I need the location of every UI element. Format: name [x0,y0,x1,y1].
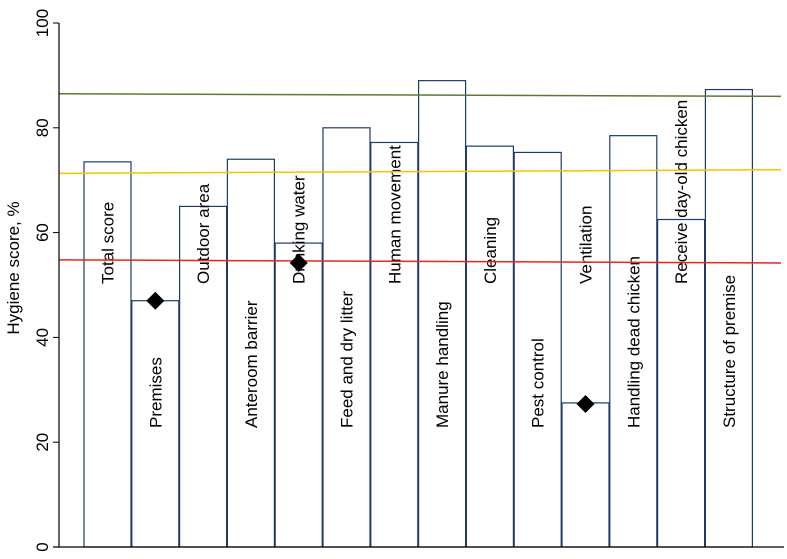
reference-line-green [58,92,782,98]
bar-label: Outdoor area [194,183,213,284]
diamond-marker [146,291,165,310]
bar-label: Human movement [385,145,404,284]
bar-label: Premises [146,357,165,428]
bar [704,88,754,548]
bar-label: Receive day-old chicken [672,100,691,284]
bar [370,141,419,548]
bar-label: Ventilation [577,206,596,284]
bar-label: Structure of premise [720,275,739,428]
y-tick-label: 40 [33,328,52,347]
bar [131,300,180,548]
y-tick-label: 60 [33,223,52,242]
bar [226,158,275,548]
bar-label: Pest control [529,338,548,428]
bar [418,80,467,548]
bar [322,127,371,548]
bar-label: Drinking water [290,175,309,284]
bar-label: Feed and dry litter [338,291,357,428]
y-tick-label: 0 [33,542,52,551]
diamond-marker [289,253,308,272]
bar [274,242,323,548]
bar-label: Handling dead chicken [624,256,643,428]
y-axis-title: Hygiene score, % [4,201,23,334]
bar-label: Total score [99,202,118,284]
y-tick-label: 80 [33,118,52,137]
bar [656,218,706,548]
bar-label: Anteroom barrier [242,300,261,428]
reference-line-red [58,259,782,264]
bar-label: Manure handling [433,301,452,428]
reference-line-yellow [58,168,782,175]
diamond-marker [576,394,595,413]
bar-label: Cleaning [481,217,500,284]
y-tick-label: 20 [33,433,52,452]
bar [465,145,514,548]
bar [561,402,610,548]
bar [513,151,562,548]
y-tick-label: 100 [33,9,52,37]
bar [179,205,228,548]
